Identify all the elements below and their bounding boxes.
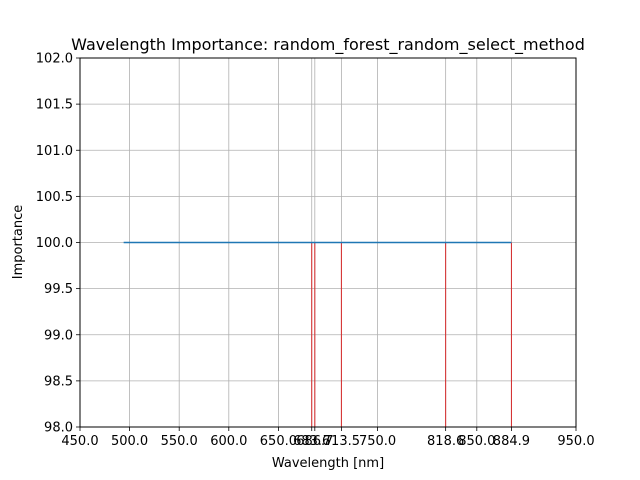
x-tick-label: 950.0	[557, 434, 594, 449]
importance-markers	[311, 242, 512, 427]
x-tick-label: 650.0	[260, 434, 297, 449]
x-tick-label: 850.0	[458, 434, 495, 449]
x-tick-label: 450.0	[61, 434, 98, 449]
y-tick-label: 98.5	[44, 374, 73, 389]
x-tick-label: 683.6	[293, 434, 330, 449]
y-tick-label: 99.0	[44, 328, 73, 343]
x-tick-label: 750.0	[359, 434, 396, 449]
y-tick-label: 99.5	[44, 282, 73, 297]
x-axis-ticks: 450.0 500.0 550.0 600.0 650.0683.6686.7713.5…	[61, 427, 595, 449]
x-tick-label: 713.5	[323, 434, 360, 449]
x-axis-title: Wavelength [nm]	[272, 456, 384, 471]
y-tick-label: 101.5	[36, 98, 73, 113]
x-tick-label: 600.0	[210, 434, 247, 449]
y-axis-title: Importance	[11, 205, 26, 280]
x-tick-label: 686.7	[296, 434, 333, 449]
y-tick-label: 101.0	[36, 144, 73, 159]
x-tick-label: 500.0	[111, 434, 148, 449]
x-tick-label: 884.9	[493, 434, 530, 449]
chart-title: Wavelength Importance: random_forest_ran…	[71, 35, 585, 55]
x-tick-label: 550.0	[161, 434, 198, 449]
y-tick-label: 102.0	[36, 52, 73, 67]
y-tick-label: 100.0	[36, 236, 73, 251]
y-axis-ticks: 98.0 98.5 99.0 99.5 100.0 100.5 101.0 101.5 102.…	[36, 52, 80, 436]
x-tick-label: 818.6	[427, 434, 464, 449]
y-tick-label: 100.5	[36, 190, 73, 205]
y-tick-label: 98.0	[44, 421, 73, 436]
